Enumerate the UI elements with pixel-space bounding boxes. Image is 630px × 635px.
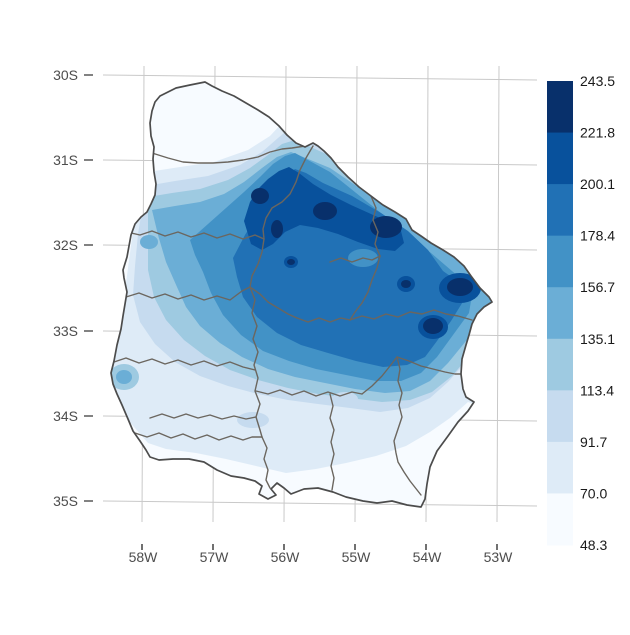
legend-color-swatch-1: [547, 441, 573, 494]
legend-tick-label-243.5: 243.5: [580, 73, 615, 89]
department-boundary-6: [370, 195, 381, 257]
y-tick-label-33S: 33S: [53, 323, 78, 339]
contour-band-8: [271, 220, 283, 238]
legend-tick-label-91.7: 91.7: [580, 434, 607, 450]
contour-band-8: [423, 318, 443, 334]
x-tick-label-53W: 53W: [484, 549, 514, 565]
department-boundary-14: [396, 356, 462, 375]
contour-band-8: [287, 259, 295, 265]
department-boundary-17: [134, 432, 263, 441]
department-boundary-12: [329, 393, 335, 491]
y-tick-label-31S: 31S: [53, 152, 78, 168]
contour-band-8: [401, 280, 411, 288]
legend-color-swatch-8: [547, 81, 573, 134]
x-tick-label-58W: 58W: [129, 549, 159, 565]
department-boundary-2: [126, 230, 265, 240]
graticule-line-lat-30S: [102, 74, 538, 81]
legend-tick-label-70.0: 70.0: [580, 485, 607, 501]
department-boundary-4: [125, 286, 251, 301]
department-boundary-20: [296, 317, 351, 323]
legend-color-swatch-5: [547, 235, 573, 288]
legend-tick-label-156.7: 156.7: [580, 279, 615, 295]
legend-color-swatch-6: [547, 184, 573, 237]
department-boundary-9: [349, 309, 473, 321]
south-spot-1: [237, 412, 269, 428]
contour-band-8: [251, 188, 269, 204]
legend-color-swatch-2: [547, 390, 573, 443]
legend-tick-label-178.4: 178.4: [580, 228, 615, 244]
legend-tick-label-221.8: 221.8: [580, 125, 615, 141]
x-tick-label-55W: 55W: [342, 549, 372, 565]
department-boundary-5: [249, 286, 298, 319]
legend-tick-label-135.1: 135.1: [580, 331, 615, 347]
contour-fill-layer: [111, 82, 492, 507]
x-tick-label-56W: 56W: [271, 549, 301, 565]
legend-color-swatch-7: [547, 132, 573, 185]
department-boundary-19: [149, 413, 257, 420]
department-boundary-7: [329, 255, 381, 263]
x-tick-label-54W: 54W: [413, 549, 443, 565]
department-boundary-11: [255, 389, 363, 397]
legend-tick-label-48.3: 48.3: [580, 537, 607, 553]
department-boundary-1: [151, 145, 306, 164]
legend-color-swatch-4: [547, 287, 573, 340]
contour-band-8: [447, 278, 473, 296]
y-tick-label-30S: 30S: [53, 67, 78, 83]
department-boundary-15: [393, 356, 422, 496]
department-boundary-3: [249, 145, 314, 288]
west-spot-inner: [116, 370, 132, 384]
legend-tick-label-113.4: 113.4: [580, 382, 614, 398]
y-tick-label-34S: 34S: [53, 408, 78, 424]
department-boundary-18: [261, 436, 271, 489]
graticule-line-lon-53W: [496, 65, 500, 523]
legend-tick-label-200.1: 200.1: [580, 176, 615, 192]
contour-band-8: [370, 216, 402, 238]
legend-colorbar: [547, 81, 573, 546]
y-tick-label-32S: 32S: [53, 237, 78, 253]
department-boundaries: [113, 145, 473, 496]
legend-color-swatch-3: [547, 338, 573, 391]
x-tick-label-57W: 57W: [200, 549, 230, 565]
salto-spot: [140, 235, 158, 249]
contour-band-8: [313, 202, 337, 220]
y-tick-label-35S: 35S: [53, 493, 78, 509]
department-boundary-13: [361, 356, 398, 395]
graticule-line-lat-35S: [102, 500, 538, 507]
country-outline: [110, 81, 493, 508]
department-boundary-16: [113, 357, 256, 371]
department-boundary-8: [349, 255, 381, 321]
legend-color-swatch-0: [547, 493, 573, 546]
